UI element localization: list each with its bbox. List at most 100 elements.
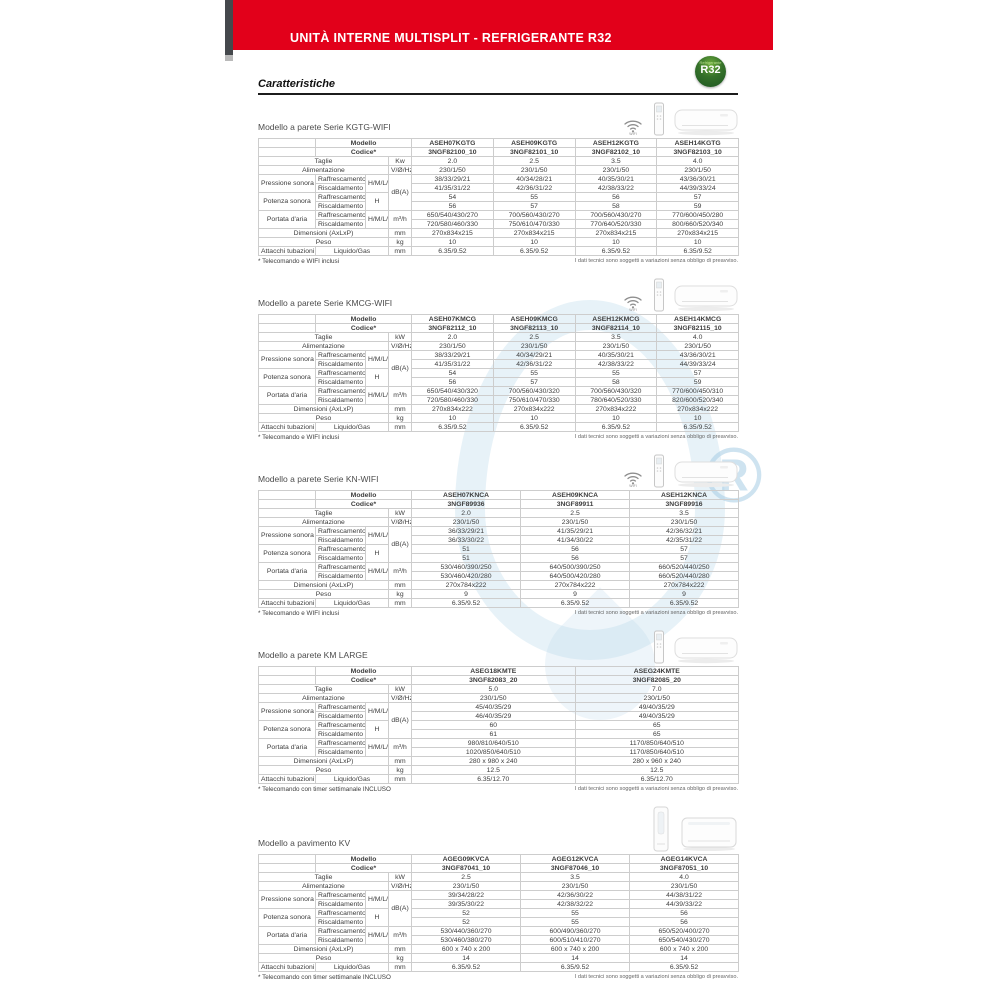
potenza-riscaldamento-cell: 56 [629, 917, 740, 927]
potenza-riscaldamento-cell: 61 [411, 729, 576, 739]
disclaimer: I dati tecnici sono soggetti a variazion… [574, 974, 738, 980]
portata-raffrescamento-cell: 650/520/400/270 [629, 926, 740, 936]
pressione-riscaldamento-cell: 41/35/31/22 [411, 183, 494, 193]
alimentazione-value-cell: 230/1/50 [574, 341, 658, 351]
row-label-dimensioni: Dimensioni (AxLxP) [258, 580, 389, 590]
sub-label-riscaldamento: Riscaldamento [315, 359, 366, 369]
unit-taglie: Kw [387, 156, 413, 166]
sub-label-raffrescamento: Raffrescamento [315, 702, 366, 712]
section-icons: WIFI [622, 454, 738, 488]
peso-value-cell: 12.5 [411, 765, 576, 775]
dimensioni-value-cell: 270x784x222 [411, 580, 522, 590]
portata-raffrescamento-cell: 700/560/430/320 [492, 386, 576, 396]
attacchi-value-cell: 6.35/9.52 [520, 962, 631, 972]
sub-label-raffrescamento: Raffrescamento [315, 350, 366, 360]
sub-label-riscaldamento: Riscaldamento [315, 729, 366, 739]
portata-riscaldamento-cell: 800/660/520/340 [656, 219, 740, 229]
row-label-potenza-sonora: Potenza sonora [258, 544, 316, 563]
model-name-cell: ASEH14KGTG [656, 138, 740, 148]
pressione-raffrescamento-cell: 40/34/29/21 [492, 350, 576, 360]
pressione-raffrescamento-cell: 39/34/28/22 [411, 890, 522, 900]
wall-unit-image [674, 461, 738, 488]
section-kgtg-wifi: Modello a parete Serie KGTG-WIFI WIFI Mo… [258, 102, 740, 265]
portata-raffrescamento-cell: 600/490/360/270 [520, 926, 631, 936]
row-label-alimentazione: Alimentazione [258, 881, 389, 891]
potenza-raffrescamento-cell: 54 [411, 192, 494, 202]
row-label-taglie: Taglie [258, 684, 389, 694]
sub-label-raffrescamento: Raffrescamento [315, 562, 366, 572]
alimentazione-value-cell: 230/1/50 [411, 881, 522, 891]
portata-riscaldamento-cell: 1020/850/640/510 [411, 747, 576, 757]
mode-label-h: H [365, 908, 389, 927]
floor-console-image [653, 806, 669, 852]
code-cell: 3NGF89911 [520, 499, 631, 509]
row-label-dimensioni: Dimensioni (AxLxP) [258, 756, 389, 766]
portata-raffrescamento-cell: 980/810/640/510 [411, 738, 576, 748]
sub-label-riscaldamento: Riscaldamento [315, 535, 366, 545]
disclaimer: I dati tecnici sono soggetti a variazion… [574, 434, 738, 440]
alimentazione-value-cell: 230/1/50 [411, 165, 494, 175]
row-label-peso: Peso [258, 589, 389, 599]
section-head: Modello a parete Serie KN-WIFI WIFI [258, 454, 738, 490]
taglie-value-cell: 2.5 [492, 156, 576, 166]
wifi-icon: WIFI [622, 291, 644, 312]
potenza-riscaldamento-cell: 59 [656, 377, 740, 387]
model-name-cell: ASEH07KNCA [411, 490, 522, 500]
unit-mm: mm [387, 774, 413, 784]
banner-side-strip [225, 0, 233, 55]
potenza-raffrescamento-cell: 57 [656, 192, 740, 202]
portata-raffrescamento-cell: 700/560/430/270 [574, 210, 658, 220]
peso-value-cell: 10 [656, 413, 740, 423]
unit-alimentazione: V/Ø/Hz [387, 165, 413, 175]
alimentazione-value-cell: 230/1/50 [492, 341, 576, 351]
mode-label-hmlq: H/M/L/Q [365, 702, 389, 721]
potenza-raffrescamento-cell: 52 [411, 908, 522, 918]
unit-kg: kg [387, 953, 413, 963]
section-head: Modello a pavimento KV [258, 806, 738, 854]
mode-label-hmlq: H/M/L/Q [365, 890, 389, 909]
header-corner-cell [258, 675, 316, 685]
peso-value-cell: 10 [656, 237, 740, 247]
alimentazione-value-cell: 230/1/50 [411, 693, 576, 703]
peso-value-cell: 14 [629, 953, 740, 963]
attacchi-value-cell: 6.35/9.52 [411, 246, 494, 256]
sub-label-raffrescamento: Raffrescamento [315, 210, 366, 220]
unit-db: dB(A) [387, 702, 413, 739]
code-cell: 3NGF82103_10 [656, 147, 740, 157]
attacchi-value-cell: 6.35/9.52 [411, 962, 522, 972]
section-notes: * Telecomando e WIFI inclusi I dati tecni… [258, 258, 738, 265]
row-label-codice: Codice* [314, 323, 413, 333]
portata-raffrescamento-cell: 1170/850/640/510 [574, 738, 740, 748]
remote-icon [654, 102, 664, 136]
code-cell: 3NGF89916 [629, 499, 740, 509]
alimentazione-value-cell: 230/1/50 [574, 693, 740, 703]
potenza-raffrescamento-cell: 51 [411, 544, 522, 554]
attacchi-value-cell: 6.35/9.52 [520, 598, 631, 608]
model-name-cell: ASEH09KNCA [520, 490, 631, 500]
unit-taglie: kW [387, 684, 413, 694]
alimentazione-value-cell: 230/1/50 [492, 165, 576, 175]
section-title-kmcg-wifi: Modello a parete Serie KMCG-WIFI [258, 298, 393, 308]
alimentazione-value-cell: 230/1/50 [629, 517, 740, 527]
code-cell: 3NGF89936 [411, 499, 522, 509]
header-corner-cell [258, 490, 316, 500]
attacchi-value-cell: 6.35/9.52 [629, 598, 740, 608]
row-label-alimentazione: Alimentazione [258, 517, 389, 527]
row-label-pressione-sonora: Pressione sonora [258, 350, 316, 369]
potenza-raffrescamento-cell: 55 [520, 908, 631, 918]
unit-taglie: kW [387, 872, 413, 882]
sub-label-raffrescamento: Raffrescamento [315, 386, 366, 396]
pressione-raffrescamento-cell: 43/36/30/21 [656, 350, 740, 360]
potenza-riscaldamento-cell: 56 [411, 377, 494, 387]
unit-taglie: kW [387, 508, 413, 518]
content-column: Caratteristiche Refrigerante R32 Modello… [258, 50, 740, 981]
potenza-riscaldamento-cell: 56 [411, 201, 494, 211]
taglie-value-cell: 4.0 [656, 332, 740, 342]
model-name-cell: ASEG24KMTE [574, 666, 740, 676]
unit-alimentazione: V/Ø/Hz [387, 517, 413, 527]
row-label-modello: Modello [314, 314, 413, 324]
sub-label-raffrescamento: Raffrescamento [315, 192, 366, 202]
sub-label-riscaldamento: Riscaldamento [315, 183, 366, 193]
row-label-attacchi: Attacchi tubazioni [258, 774, 316, 784]
code-cell: 3NGF82113_10 [492, 323, 576, 333]
